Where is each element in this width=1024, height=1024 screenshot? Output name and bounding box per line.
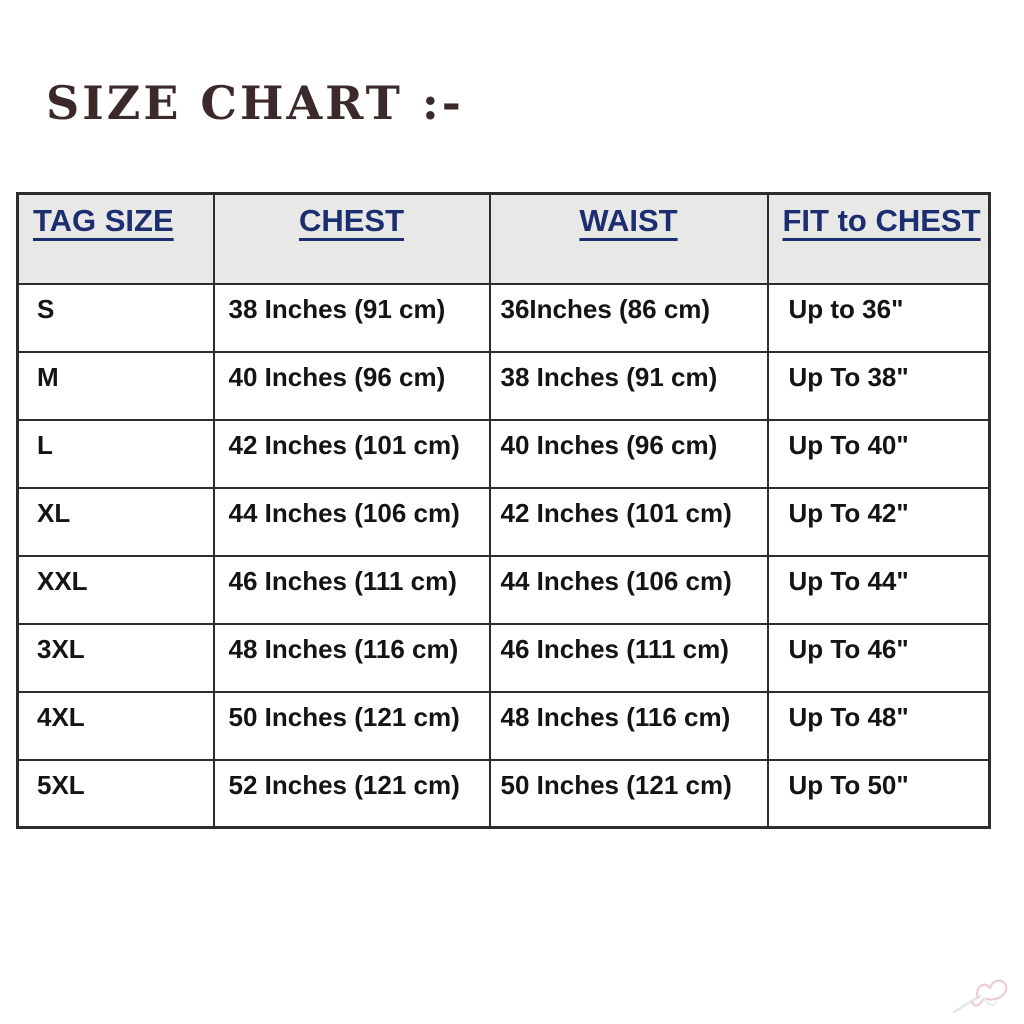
chest-cell: 48 Inches (116 cm) bbox=[212, 622, 491, 693]
tag-size-cell: XL bbox=[16, 486, 215, 557]
waist-cell: 36Inches (86 cm) bbox=[488, 282, 769, 353]
tag-size-cell: 5XL bbox=[16, 758, 215, 829]
chest-cell: 52 Inches (121 cm) bbox=[212, 758, 491, 829]
fit-cell: Up To 46" bbox=[766, 622, 991, 693]
waist-cell: 42 Inches (101 cm) bbox=[488, 486, 769, 557]
table-header-row: TAG SIZE CHEST WAIST FIT to CHEST bbox=[16, 192, 991, 285]
column-header-fit-to-chest: FIT to CHEST bbox=[766, 192, 991, 285]
table-row: S 38 Inches (91 cm) 36Inches (86 cm) Up … bbox=[16, 282, 991, 353]
signature-squiggle-icon bbox=[952, 979, 1008, 1014]
tag-size-cell: L bbox=[16, 418, 215, 489]
chest-cell: 44 Inches (106 cm) bbox=[212, 486, 491, 557]
fit-cell: Up To 38" bbox=[766, 350, 991, 421]
fit-cell: Up To 44" bbox=[766, 554, 991, 625]
fit-cell: Up To 50" bbox=[766, 758, 991, 829]
chest-cell: 46 Inches (111 cm) bbox=[212, 554, 491, 625]
page-title: SIZE CHART :- bbox=[46, 76, 464, 130]
table-row: 4XL 50 Inches (121 cm) 48 Inches (116 cm… bbox=[16, 690, 991, 761]
waist-cell: 46 Inches (111 cm) bbox=[488, 622, 769, 693]
tag-size-cell: 3XL bbox=[16, 622, 215, 693]
chest-cell: 50 Inches (121 cm) bbox=[212, 690, 491, 761]
tag-size-cell: 4XL bbox=[16, 690, 215, 761]
waist-cell: 40 Inches (96 cm) bbox=[488, 418, 769, 489]
tag-size-cell: XXL bbox=[16, 554, 215, 625]
chest-cell: 42 Inches (101 cm) bbox=[212, 418, 491, 489]
size-chart-table: TAG SIZE CHEST WAIST FIT to CHEST S 38 I… bbox=[16, 192, 991, 829]
tag-size-cell: M bbox=[16, 350, 215, 421]
fit-cell: Up to 36" bbox=[766, 282, 991, 353]
table-row: M 40 Inches (96 cm) 38 Inches (91 cm) Up… bbox=[16, 350, 991, 421]
column-header-tag-size: TAG SIZE bbox=[16, 192, 215, 285]
waist-cell: 48 Inches (116 cm) bbox=[488, 690, 769, 761]
waist-cell: 50 Inches (121 cm) bbox=[488, 758, 769, 829]
chest-cell: 40 Inches (96 cm) bbox=[212, 350, 491, 421]
table-row: L 42 Inches (101 cm) 40 Inches (96 cm) U… bbox=[16, 418, 991, 489]
table-row: 3XL 48 Inches (116 cm) 46 Inches (111 cm… bbox=[16, 622, 991, 693]
waist-cell: 38 Inches (91 cm) bbox=[488, 350, 769, 421]
fit-cell: Up To 40" bbox=[766, 418, 991, 489]
fit-cell: Up To 48" bbox=[766, 690, 991, 761]
table-row: XL 44 Inches (106 cm) 42 Inches (101 cm)… bbox=[16, 486, 991, 557]
chest-cell: 38 Inches (91 cm) bbox=[212, 282, 491, 353]
column-header-waist: WAIST bbox=[488, 192, 769, 285]
fit-cell: Up To 42" bbox=[766, 486, 991, 557]
waist-cell: 44 Inches (106 cm) bbox=[488, 554, 769, 625]
table-row: 5XL 52 Inches (121 cm) 50 Inches (121 cm… bbox=[16, 758, 991, 829]
column-header-chest: CHEST bbox=[212, 192, 491, 285]
tag-size-cell: S bbox=[16, 282, 215, 353]
table-row: XXL 46 Inches (111 cm) 44 Inches (106 cm… bbox=[16, 554, 991, 625]
